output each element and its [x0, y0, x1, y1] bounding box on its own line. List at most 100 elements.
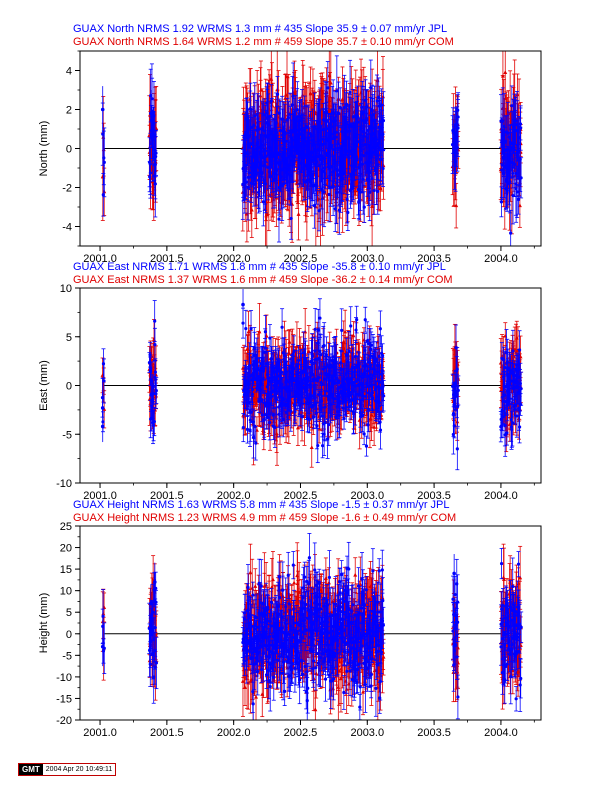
data-layer	[100, 533, 524, 720]
data-point	[455, 574, 460, 630]
data-point	[293, 399, 298, 425]
data-point	[255, 647, 260, 696]
y-tick-label: 2	[66, 105, 72, 117]
data-point	[320, 394, 325, 438]
data-point	[339, 308, 344, 353]
data-point	[354, 305, 359, 334]
data-point	[362, 422, 367, 446]
data-point	[357, 694, 362, 720]
data-point	[263, 315, 268, 349]
data-point	[101, 172, 106, 217]
data-layer	[100, 51, 524, 246]
y-tick-label: -10	[56, 672, 72, 684]
data-point	[381, 91, 386, 150]
data-point	[505, 148, 510, 196]
data-point	[505, 389, 510, 421]
data-point	[148, 132, 153, 196]
data-point	[346, 541, 351, 597]
data-point	[153, 562, 157, 602]
data-point	[317, 360, 322, 395]
plot-timestamp: 2004 Apr 20 10:49:11	[45, 766, 113, 773]
data-point	[154, 377, 159, 404]
x-tick-label: 2002.5	[284, 727, 318, 739]
x-tick-label: 2001.0	[83, 490, 117, 502]
data-point	[252, 82, 257, 150]
data-point	[338, 87, 343, 129]
data-point	[152, 327, 157, 362]
x-tick-label: 2001.5	[150, 727, 184, 739]
data-layer	[100, 288, 524, 471]
data-point	[153, 111, 157, 159]
data-point	[348, 646, 353, 697]
data-point	[322, 587, 327, 625]
y-tick-label: -20	[56, 715, 72, 727]
x-tick-label: 2001.0	[83, 727, 117, 739]
x-tick-label: 2004.0	[484, 253, 518, 265]
data-point	[509, 85, 514, 126]
series-jpl	[100, 533, 524, 720]
data-point	[149, 584, 153, 623]
x-tick-label: 2001.5	[150, 253, 184, 265]
data-point	[337, 185, 342, 235]
y-tick-label: 4	[66, 66, 72, 78]
data-point	[362, 191, 367, 223]
data-point	[286, 551, 291, 599]
y-tick-label: -5	[62, 650, 72, 662]
data-point	[381, 380, 386, 412]
data-point	[100, 392, 105, 424]
data-point	[303, 164, 308, 201]
data-point	[518, 658, 523, 699]
data-point	[456, 375, 461, 406]
data-point	[453, 575, 458, 614]
data-point	[291, 551, 296, 580]
x-tick-label: 2001.0	[83, 253, 117, 265]
data-point	[271, 612, 276, 662]
x-tick-label: 2003.5	[417, 490, 451, 502]
data-point	[251, 681, 256, 720]
x-tick-label: 2001.5	[150, 490, 184, 502]
series-jpl	[100, 55, 524, 246]
data-point	[313, 644, 318, 691]
gmt-timestamp-stamp: GMT 2004 Apr 20 10:49:11	[18, 763, 117, 776]
panel-header-com: GUAX North NRMS 1.64 WRMS 1.2 mm # 459 S…	[73, 36, 454, 48]
data-point	[519, 371, 524, 406]
x-tick-label: 2003.0	[350, 253, 384, 265]
data-point	[504, 420, 509, 446]
data-point	[452, 115, 456, 163]
data-point	[318, 334, 323, 376]
data-point	[455, 674, 460, 720]
data-point	[499, 548, 504, 580]
data-point	[455, 427, 460, 471]
data-point	[326, 567, 331, 599]
y-tick-label: 10	[60, 283, 72, 295]
panel-header-com: GUAX Height NRMS 1.23 WRMS 4.9 mm # 459 …	[73, 512, 456, 524]
data-point	[282, 676, 287, 706]
data-point	[362, 579, 367, 631]
series-jpl	[100, 288, 524, 471]
data-point	[452, 554, 456, 593]
x-tick-label: 2002.0	[217, 727, 251, 739]
data-point	[315, 428, 320, 464]
data-point	[364, 435, 369, 457]
y-tick-label: 0	[66, 381, 72, 393]
data-point	[306, 559, 311, 608]
data-point	[286, 101, 291, 134]
y-tick-label: -5	[62, 429, 72, 441]
data-point	[268, 661, 273, 712]
data-point	[152, 319, 157, 361]
data-point	[350, 584, 355, 626]
y-tick-label: 5	[66, 607, 72, 619]
data-point	[100, 86, 105, 133]
data-point	[317, 190, 322, 232]
data-point	[367, 163, 372, 222]
data-point	[281, 401, 286, 438]
data-point	[280, 150, 285, 221]
data-point	[101, 348, 106, 379]
x-tick-label: 2002.5	[284, 253, 318, 265]
data-point	[251, 416, 256, 459]
y-tick-label: 15	[60, 564, 72, 576]
data-point	[153, 589, 158, 615]
data-point	[296, 188, 301, 241]
data-point	[152, 407, 157, 437]
data-point	[348, 306, 353, 346]
